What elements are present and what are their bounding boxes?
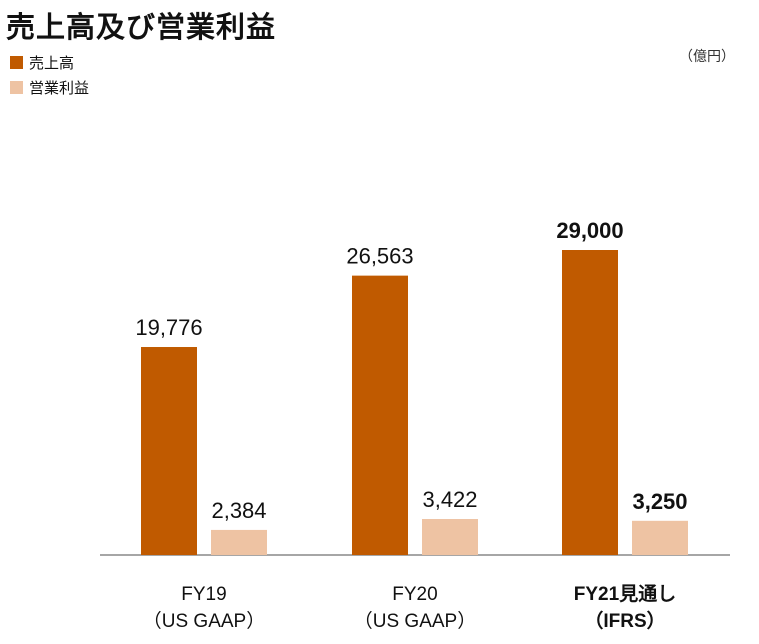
data-label-profit-1: 3,422 — [422, 487, 477, 512]
legend-swatch-profit — [10, 81, 23, 94]
legend-label-sales: 売上高 — [29, 54, 75, 72]
bar-profit-2 — [632, 520, 688, 555]
category-sublabel-2: （IFRS） — [584, 609, 665, 632]
category-sublabel-0: （US GAAP） — [143, 610, 265, 632]
legend-item-sales: 売上高 — [10, 50, 89, 75]
chart-title: 売上高及び営業利益 — [6, 10, 277, 44]
category-label-0: FY19 — [181, 584, 226, 605]
legend-item-profit: 営業利益 — [10, 75, 89, 100]
category-label-1: FY20 — [392, 584, 437, 605]
bar-profit-0 — [211, 529, 267, 555]
data-label-profit-2: 3,250 — [632, 489, 687, 514]
unit-label: （億円） — [679, 49, 735, 65]
bar-sales-2 — [562, 250, 618, 555]
legend: 売上高 営業利益 — [10, 50, 89, 100]
category-label-2: FY21見通し — [574, 583, 676, 605]
legend-label-profit: 営業利益 — [29, 79, 90, 97]
bar-sales-1 — [352, 275, 408, 555]
bar-profit-1 — [422, 519, 478, 555]
category-sublabel-1: （US GAAP） — [354, 610, 476, 632]
data-label-sales-0: 19,776 — [135, 315, 202, 340]
data-label-sales-1: 26,563 — [346, 244, 413, 269]
data-label-profit-0: 2,384 — [211, 498, 266, 523]
legend-swatch-sales — [10, 56, 23, 69]
data-label-sales-2: 29,000 — [556, 218, 623, 243]
bar-sales-0 — [141, 347, 197, 555]
